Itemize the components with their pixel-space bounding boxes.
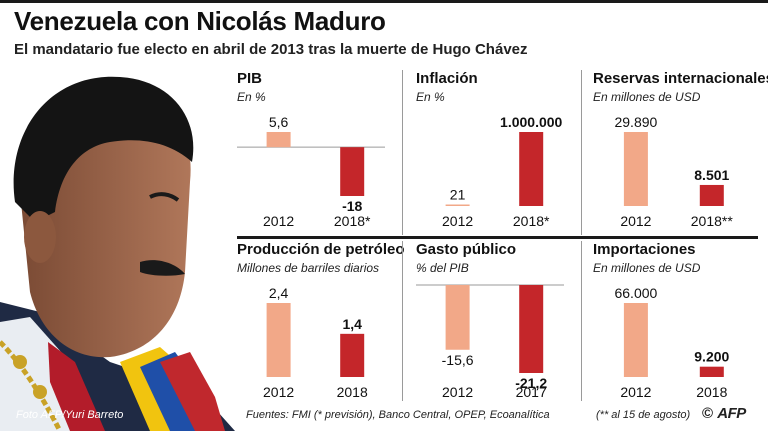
category-label: 2018* [513, 213, 550, 229]
panel-subtitle: En % [237, 90, 266, 104]
panel-subtitle: En millones de USD [593, 90, 701, 104]
bar [623, 303, 648, 377]
footnote: (** al 15 de agosto) [596, 409, 691, 421]
value-label: -15,6 [442, 352, 474, 368]
bar [340, 333, 365, 377]
photo-credit: Foto AFP/Yuri Barreto [16, 409, 124, 421]
afp-logo: © AFP [702, 405, 746, 422]
bar [340, 147, 365, 196]
category-label: 2012 [263, 384, 294, 400]
category-label: 2012 [442, 213, 473, 229]
panel-title: Importaciones [593, 241, 696, 258]
panel-pib: PIB En % 5,6 2012 -18 2018* [237, 70, 397, 235]
sources-note: Fuentes: FMI (* previsión), Banco Centra… [246, 409, 550, 421]
panel-divider [402, 70, 403, 235]
panel-subtitle: Millones de barriles diarios [237, 261, 380, 275]
panel-title: Producción de petróleo [237, 241, 405, 258]
inflacion-chart: 21 2012 1.000.000 2018* [416, 114, 564, 229]
value-label: 2,4 [269, 285, 289, 301]
panel-divider [581, 241, 582, 401]
bar [445, 285, 470, 350]
panel-title: Reservas internacionales [593, 70, 768, 87]
category-label: 2017 [516, 384, 547, 400]
category-label: 2012 [620, 213, 651, 229]
panel-gasto: Gasto público % del PIB -15,6 2012 -21,2 20… [416, 241, 576, 406]
panel-title: Gasto público [416, 241, 517, 258]
value-label: -21,2 [515, 375, 547, 391]
value-label: 1,4 [342, 316, 362, 332]
bar [445, 204, 470, 206]
value-label: 21 [450, 187, 466, 203]
panel-subtitle: % del PIB [416, 261, 469, 275]
afp-logo-text: AFP [717, 405, 746, 422]
panel-divider [402, 241, 403, 401]
value-label: 8.501 [694, 167, 729, 183]
category-label: 2012 [442, 384, 473, 400]
top-rule [0, 0, 768, 3]
value-label: 5,6 [269, 114, 289, 130]
bar [623, 132, 648, 206]
value-label: 9.200 [694, 349, 729, 365]
value-label: 66.000 [614, 285, 657, 301]
category-label: 2012 [263, 213, 294, 229]
bar [519, 285, 544, 373]
value-label: -18 [342, 198, 362, 214]
value-label: 29.890 [614, 114, 657, 130]
panel-divider [581, 70, 582, 235]
importaciones-chart: 66.000 2012 9.200 2018 [593, 285, 746, 400]
value-label: 1.000.000 [500, 114, 562, 130]
panel-inflacion: Inflación En % 21 2012 1.000.000 2018* [416, 70, 576, 235]
panel-subtitle: En millones de USD [593, 261, 701, 275]
panel-petroleo: Producción de petróleo Millones de barri… [237, 241, 405, 406]
president-portrait [0, 62, 240, 431]
panel-reservas: Reservas internacionales En millones de … [593, 70, 768, 235]
bar [519, 132, 544, 206]
page-title: Venezuela con Nicolás Maduro [14, 6, 386, 36]
panel-importaciones: Importaciones En millones de USD 66.000 2… [593, 241, 758, 406]
panel-title: Inflación [416, 70, 478, 87]
petroleo-chart: 2,4 2012 1,4 2018 [237, 285, 385, 400]
category-label: 2018** [691, 213, 734, 229]
bar [699, 184, 724, 206]
bar [699, 366, 724, 377]
bar [266, 132, 291, 148]
category-label: 2012 [620, 384, 651, 400]
panel-subtitle: En % [416, 90, 445, 104]
row-divider [237, 236, 758, 239]
reservas-chart: 29.890 2012 8.501 2018** [593, 114, 746, 229]
bar [266, 303, 291, 377]
category-label: 2018 [696, 384, 727, 400]
page-subtitle: El mandatario fue electo en abril de 201… [14, 41, 528, 58]
panel-title: PIB [237, 70, 263, 87]
category-label: 2018* [334, 213, 371, 229]
copyright-symbol: © [702, 405, 714, 422]
category-label: 2018 [337, 384, 368, 400]
